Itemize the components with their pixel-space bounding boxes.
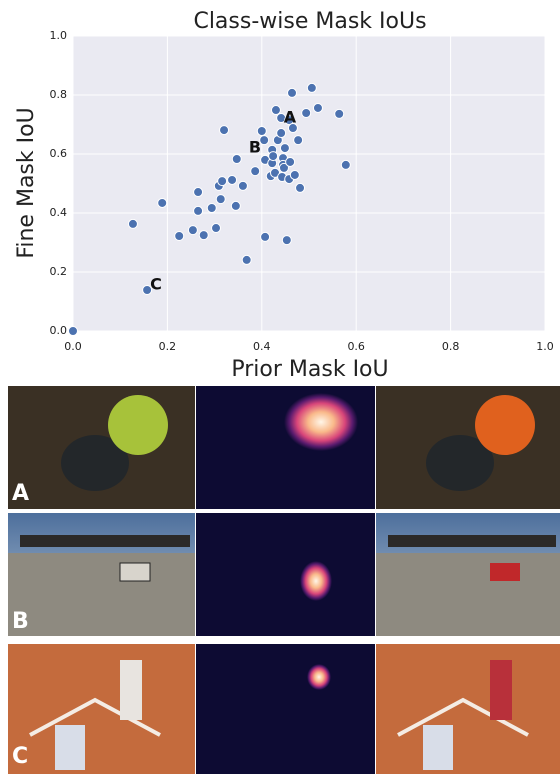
point xyxy=(251,167,260,176)
image-panels: A B C xyxy=(0,385,560,774)
point xyxy=(69,327,78,336)
heatmap xyxy=(196,513,375,636)
panel-label: A xyxy=(12,481,29,506)
heatmap xyxy=(196,644,375,774)
point xyxy=(307,83,316,92)
y-tick-label: 0.8 xyxy=(50,88,68,101)
point xyxy=(277,129,286,138)
page: Class-wise Mask IoUs Prior Mask IoU Fine… xyxy=(0,0,560,774)
batter-masked xyxy=(490,660,512,720)
zebra xyxy=(120,563,150,581)
point xyxy=(286,157,295,166)
y-tick-label: 0.6 xyxy=(50,147,68,160)
photo xyxy=(376,644,560,774)
y-tick-label: 0.2 xyxy=(50,265,68,278)
ground xyxy=(376,553,560,636)
point xyxy=(257,126,266,135)
y-axis-label: Fine Mask IoU xyxy=(14,107,39,258)
umpire xyxy=(423,725,453,770)
x-tick-label: 1.0 xyxy=(536,340,554,353)
point xyxy=(212,224,221,233)
point xyxy=(302,108,311,117)
point xyxy=(194,188,203,197)
heat-blob xyxy=(284,393,358,451)
point xyxy=(158,198,167,207)
row-a xyxy=(8,386,560,509)
annotation: C xyxy=(150,275,162,294)
annotation: A xyxy=(284,108,297,127)
row-b xyxy=(8,513,560,636)
apple xyxy=(108,395,168,455)
point xyxy=(207,203,216,212)
point xyxy=(335,109,344,118)
point xyxy=(294,136,303,145)
y-tick-label: 0.0 xyxy=(50,324,68,337)
panel-label: C xyxy=(12,744,28,769)
point xyxy=(261,232,270,241)
apple-masked xyxy=(475,395,535,455)
heat-blob xyxy=(300,561,332,601)
row-c xyxy=(8,644,560,774)
point xyxy=(216,195,225,204)
point xyxy=(194,206,203,215)
point xyxy=(290,170,299,179)
heat-blob xyxy=(307,664,331,690)
x-tick-label: 0.2 xyxy=(159,340,177,353)
point xyxy=(238,181,247,190)
y-tick-label: 1.0 xyxy=(50,29,68,42)
chart-title: Class-wise Mask IoUs xyxy=(193,9,426,34)
batter xyxy=(120,660,142,720)
point xyxy=(271,106,280,115)
point xyxy=(128,219,137,228)
photo xyxy=(8,644,195,774)
chart: Class-wise Mask IoUs Prior Mask IoU Fine… xyxy=(0,0,560,385)
point xyxy=(296,183,305,192)
point xyxy=(341,160,350,169)
umpire xyxy=(55,725,85,770)
herd xyxy=(388,535,556,547)
x-tick-label: 0.8 xyxy=(442,340,460,353)
point xyxy=(282,236,291,245)
point xyxy=(199,231,208,240)
point xyxy=(280,144,289,153)
annotation: B xyxy=(249,138,261,157)
point xyxy=(188,226,197,235)
point xyxy=(232,155,241,164)
y-tick-label: 0.4 xyxy=(50,206,68,219)
point xyxy=(228,175,237,184)
x-tick-label: 0.6 xyxy=(347,340,365,353)
herd xyxy=(20,535,190,547)
x-tick-label: 0.0 xyxy=(64,340,82,353)
x-tick-label: 0.4 xyxy=(253,340,271,353)
point xyxy=(175,232,184,241)
point xyxy=(313,103,322,112)
point xyxy=(218,177,227,186)
point xyxy=(269,152,278,161)
point xyxy=(231,201,240,210)
point xyxy=(220,126,229,135)
point xyxy=(288,88,297,97)
zebra-masked xyxy=(490,563,520,581)
ground xyxy=(8,553,195,636)
panel-label: B xyxy=(12,609,29,634)
x-axis-label: Prior Mask IoU xyxy=(231,357,388,382)
point xyxy=(242,255,251,264)
